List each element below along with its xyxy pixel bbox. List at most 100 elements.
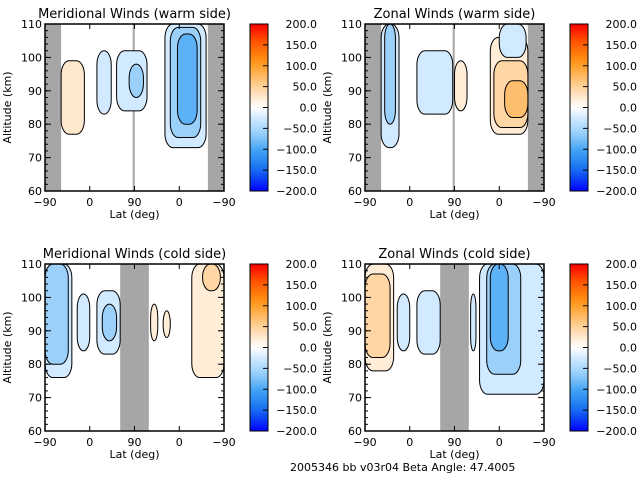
contour-region <box>498 23 527 58</box>
colorbar-tick-label: −50.0 <box>603 362 637 375</box>
panel-title: Meridional Winds (warm side) <box>38 7 231 22</box>
no-data-region <box>440 264 469 431</box>
panel-4: Zonal Winds (cold side) 60 70 80 90 100 110 −90… <box>321 247 637 461</box>
no-data-region <box>527 24 544 191</box>
no-data-region <box>207 24 224 191</box>
contour-region <box>202 263 221 292</box>
colorbar-tick-label: 50.0 <box>613 321 638 334</box>
panel-title: Meridional Winds (cold side) <box>43 247 226 262</box>
colorbar-tick-label: 0.0 <box>620 102 638 115</box>
colorbar-tick-label: −200.0 <box>276 425 317 438</box>
colorbar-tick-label: −150.0 <box>276 164 317 177</box>
y-tick-label: 60 <box>348 185 362 198</box>
x-tick-label: −90 <box>353 196 376 209</box>
colorbar-tick-label: 100.0 <box>606 60 638 73</box>
colorbar-tick-label: −150.0 <box>596 164 637 177</box>
x-axis-label: Lat (deg) <box>430 208 480 221</box>
no-data-region <box>365 24 382 191</box>
y-tick-label: 90 <box>348 325 362 338</box>
y-tick-label: 100 <box>341 291 362 304</box>
x-tick-label: −90 <box>212 436 235 449</box>
contour-region <box>364 273 391 359</box>
x-tick-label: −90 <box>33 196 56 209</box>
contour-region <box>76 293 91 352</box>
no-data-region <box>45 24 62 191</box>
x-axis-label: Lat (deg) <box>110 448 160 461</box>
y-tick-label: 90 <box>28 325 42 338</box>
colorbar-tick-label: 0.0 <box>300 342 318 355</box>
contour-region <box>150 303 159 342</box>
colorbar-tick-label: −200.0 <box>276 185 317 198</box>
y-axis-label: Altitude (km) <box>1 311 14 383</box>
colorbar-tick-label: 150.0 <box>606 39 638 52</box>
contour-region <box>470 293 477 352</box>
footer-text: 2005346 bb v03r04 Beta Angle: 47.4005 <box>290 461 515 474</box>
colorbar-tick-label: 100.0 <box>286 300 318 313</box>
colorbar-tick-label: −50.0 <box>283 122 317 135</box>
colorbar-tick-label: −200.0 <box>596 185 637 198</box>
panel-title: Zonal Winds (warm side) <box>374 7 536 22</box>
x-tick-label: 0 <box>176 196 183 209</box>
contour-region <box>96 50 112 115</box>
y-tick-label: 100 <box>21 51 42 64</box>
colorbar-tick-label: 150.0 <box>606 279 638 292</box>
colorbar-tick-label: −50.0 <box>283 362 317 375</box>
y-tick-label: 110 <box>21 258 42 271</box>
x-tick-label: −90 <box>212 196 235 209</box>
contour-region <box>384 23 396 125</box>
colorbar-tick-label: −200.0 <box>596 425 637 438</box>
no-data-region <box>452 24 455 191</box>
x-tick-label: −90 <box>33 436 56 449</box>
contour-region <box>396 293 411 352</box>
contour-region <box>454 60 468 112</box>
x-axis-label: Lat (deg) <box>430 448 480 461</box>
colorbar-tick-label: 200.0 <box>606 258 638 271</box>
colorbar-tick-label: 50.0 <box>613 81 638 94</box>
x-tick-label: 90 <box>448 196 462 209</box>
panel-1: Meridional Winds (warm side) 60 70 80 90 100 1… <box>1 7 317 221</box>
contour-region <box>176 33 198 125</box>
contour-region <box>162 310 171 338</box>
colorbar-tick-label: 150.0 <box>286 39 318 52</box>
y-axis-label: Altitude (km) <box>321 311 334 383</box>
x-tick-label: 0 <box>406 436 413 449</box>
y-tick-label: 80 <box>28 118 42 131</box>
colorbar-tick-label: −150.0 <box>596 404 637 417</box>
x-axis-label: Lat (deg) <box>110 208 160 221</box>
panel-3: Meridional Winds (cold side) 60 70 80 90 100 1… <box>1 247 317 461</box>
y-tick-label: 110 <box>21 18 42 31</box>
colorbar-tick-label: 50.0 <box>293 321 318 334</box>
x-tick-label: 90 <box>128 436 142 449</box>
contour-region <box>489 263 509 352</box>
x-tick-label: −90 <box>353 436 376 449</box>
y-tick-label: 70 <box>348 392 362 405</box>
colorbar-tick-label: −100.0 <box>596 383 637 396</box>
x-tick-label: −90 <box>532 436 555 449</box>
x-tick-label: 0 <box>86 436 93 449</box>
y-axis-label: Altitude (km) <box>1 71 14 143</box>
y-tick-label: 110 <box>341 18 362 31</box>
y-tick-label: 60 <box>348 425 362 438</box>
x-tick-label: 0 <box>406 196 413 209</box>
x-tick-label: 0 <box>176 436 183 449</box>
colorbar-tick-label: −50.0 <box>603 122 637 135</box>
colorbar-tick-label: 200.0 <box>286 18 318 31</box>
colorbar-tick-label: −100.0 <box>276 383 317 396</box>
x-tick-label: 90 <box>448 436 462 449</box>
contour-region <box>60 60 85 135</box>
colorbar-tick-label: 200.0 <box>286 258 318 271</box>
contour-region <box>416 290 441 355</box>
y-tick-label: 70 <box>28 152 42 165</box>
colorbar-tick-label: 0.0 <box>300 102 318 115</box>
y-tick-label: 90 <box>28 85 42 98</box>
contour-region <box>44 263 69 365</box>
colorbar-tick-label: −150.0 <box>276 404 317 417</box>
x-tick-label: −90 <box>532 196 555 209</box>
colorbar-tick-label: 100.0 <box>286 60 318 73</box>
contour-region <box>504 80 529 119</box>
y-tick-label: 90 <box>348 85 362 98</box>
y-tick-label: 100 <box>21 291 42 304</box>
y-tick-label: 60 <box>28 425 42 438</box>
y-tick-label: 110 <box>341 258 362 271</box>
